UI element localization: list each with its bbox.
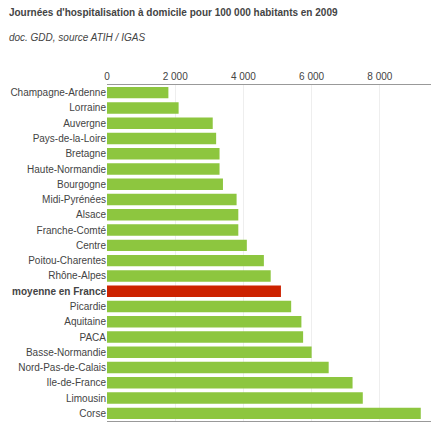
svg-text:PACA: PACA [80, 332, 107, 343]
svg-text:Centre: Centre [76, 240, 106, 251]
svg-text:Midi-Pyrénées: Midi-Pyrénées [42, 194, 106, 205]
svg-text:Nord-Pas-de-Calais: Nord-Pas-de-Calais [18, 362, 106, 373]
svg-text:Pays-de-la-Loire: Pays-de-la-Loire [33, 133, 107, 144]
svg-text:Rhône-Alpes: Rhône-Alpes [48, 270, 106, 281]
svg-text:Poitou-Charentes: Poitou-Charentes [28, 255, 106, 266]
svg-text:Basse-Normandie: Basse-Normandie [26, 347, 106, 358]
svg-text:Lorraine: Lorraine [69, 102, 106, 113]
svg-text:Picardie: Picardie [70, 301, 107, 312]
svg-text:Bourgogne: Bourgogne [57, 179, 106, 190]
svg-text:Corse: Corse [79, 408, 106, 419]
svg-text:Ile-de-France: Ile-de-France [47, 377, 107, 388]
svg-text:6 000: 6 000 [299, 71, 324, 82]
svg-text:Auvergne: Auvergne [63, 118, 106, 129]
svg-text:Haute-Normandie: Haute-Normandie [27, 164, 106, 175]
svg-text:0: 0 [104, 71, 110, 82]
svg-text:Champagne-Ardenne: Champagne-Ardenne [10, 87, 106, 98]
svg-text:Limousin: Limousin [66, 393, 106, 404]
svg-text:doc. GDD, source ATIH / IGAS: doc. GDD, source ATIH / IGAS [9, 32, 145, 43]
svg-text:moyenne en France: moyenne en France [12, 286, 106, 297]
svg-text:2 000: 2 000 [163, 71, 188, 82]
svg-text:Bretagne: Bretagne [65, 148, 106, 159]
svg-text:Journées d'hospitalisation à d: Journées d'hospitalisation à domicile po… [9, 7, 338, 18]
svg-text:Franche-Comté: Franche-Comté [37, 225, 107, 236]
svg-text:4 000: 4 000 [231, 71, 256, 82]
svg-text:Alsace: Alsace [76, 209, 106, 220]
svg-text:8 000: 8 000 [367, 71, 392, 82]
svg-text:Aquitaine: Aquitaine [64, 316, 106, 327]
